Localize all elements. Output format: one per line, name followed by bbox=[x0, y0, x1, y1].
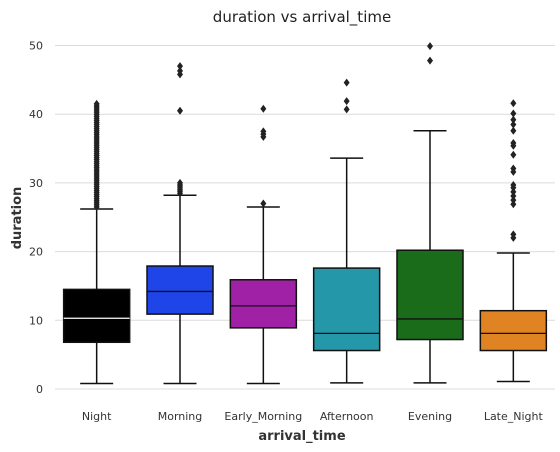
x-tick-label: Morning bbox=[158, 410, 203, 423]
outlier-point bbox=[510, 187, 517, 196]
box-late-night bbox=[479, 99, 548, 383]
outlier-point bbox=[510, 115, 517, 124]
box-iqr bbox=[146, 265, 214, 315]
box-iqr bbox=[396, 249, 464, 341]
outlier-point bbox=[510, 150, 517, 159]
outlier-point bbox=[177, 178, 183, 187]
y-tick-label: 20 bbox=[29, 246, 43, 259]
y-tick-label: 10 bbox=[29, 314, 43, 327]
outlier-point bbox=[510, 120, 517, 129]
box-iqr bbox=[62, 288, 131, 344]
box-morning bbox=[146, 62, 214, 385]
x-tick-label: Early_Morning bbox=[224, 410, 302, 423]
outlier-point bbox=[510, 109, 517, 118]
chart-title: duration vs arrival_time bbox=[213, 8, 391, 27]
outlier-point bbox=[510, 139, 517, 148]
outlier-point bbox=[260, 199, 267, 208]
y-axis-ticks: 0 10 20 30 40 50 bbox=[29, 40, 43, 397]
x-tick-label: Evening bbox=[408, 410, 452, 423]
outlier-point bbox=[177, 106, 183, 115]
outlier-point bbox=[510, 126, 517, 135]
outlier-point bbox=[510, 191, 517, 200]
y-tick-label: 30 bbox=[29, 177, 43, 190]
outlier-point bbox=[510, 200, 517, 209]
outlier-point bbox=[177, 62, 183, 71]
x-axis-ticks: Night Morning Early_Morning Afternoon Evenin… bbox=[82, 410, 544, 423]
x-tick-label: Afternoon bbox=[320, 410, 374, 423]
outlier-point bbox=[510, 180, 517, 189]
outlier-point bbox=[427, 56, 433, 65]
outlier-point bbox=[343, 105, 350, 114]
outlier-point bbox=[510, 196, 517, 205]
outlier-point bbox=[510, 230, 517, 239]
x-tick-label: Night bbox=[82, 410, 112, 423]
y-axis-label: duration bbox=[10, 187, 25, 250]
box-iqr bbox=[479, 309, 548, 352]
box-evening bbox=[396, 42, 464, 384]
box-iqr bbox=[312, 267, 381, 352]
box-afternoon bbox=[312, 78, 381, 384]
box-iqr bbox=[229, 279, 298, 329]
outlier-point bbox=[260, 104, 267, 113]
box-night bbox=[62, 99, 131, 385]
outlier-point bbox=[93, 99, 100, 108]
outlier-point bbox=[260, 127, 267, 136]
y-tick-label: 50 bbox=[29, 40, 43, 53]
gridlines bbox=[55, 45, 555, 390]
outlier-point bbox=[177, 66, 183, 75]
outlier-point bbox=[343, 78, 350, 87]
outlier-point bbox=[510, 164, 517, 173]
x-axis-label: arrival_time bbox=[258, 429, 345, 444]
outlier-point bbox=[343, 97, 350, 106]
y-tick-label: 40 bbox=[29, 108, 43, 121]
boxes bbox=[62, 42, 548, 385]
box-early-morning bbox=[229, 104, 298, 385]
x-tick-label: Late_Night bbox=[484, 410, 544, 423]
outlier-point bbox=[510, 99, 517, 108]
y-tick-label: 0 bbox=[36, 383, 43, 396]
outlier-point bbox=[427, 42, 433, 51]
